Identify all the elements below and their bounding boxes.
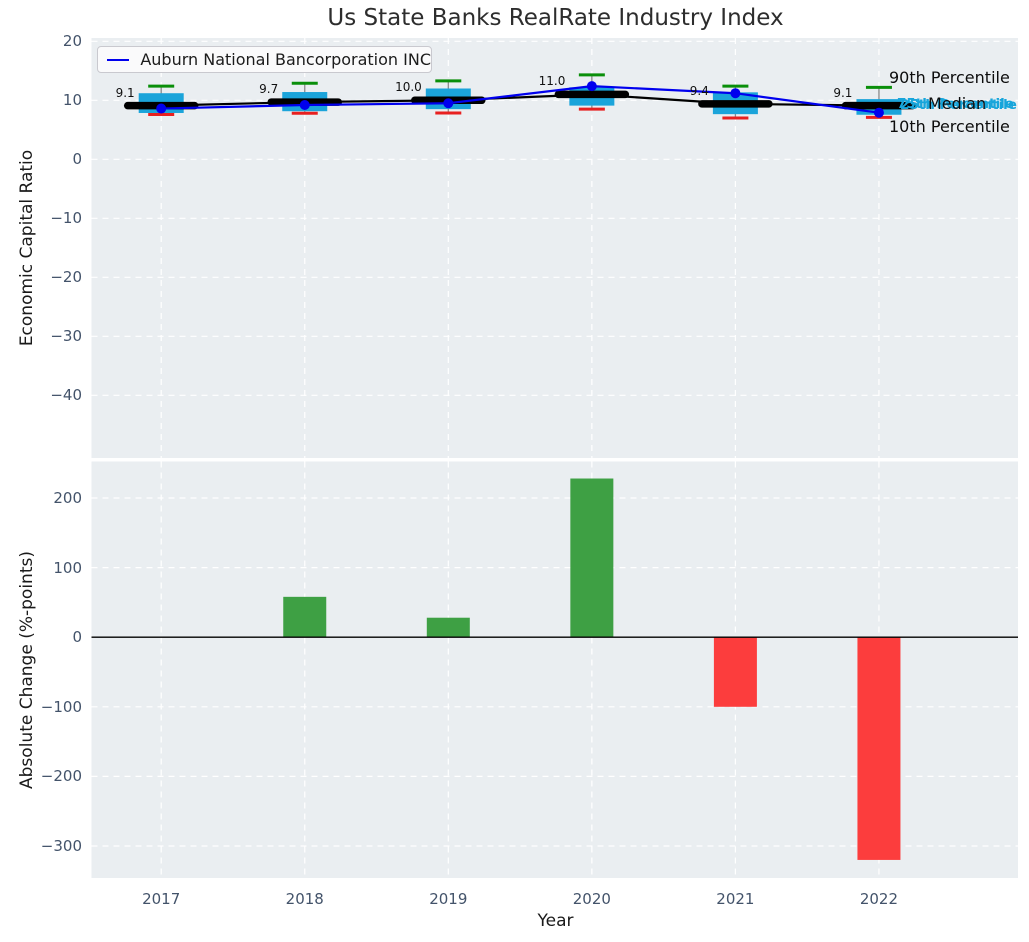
legend-label: Auburn National Bancorporation INC (140, 50, 431, 69)
label-25th-percentile: 25th Percentile (900, 97, 1017, 113)
label-90th-percentile: 90th Percentile (889, 68, 1010, 87)
bar-2018 (283, 596, 327, 638)
legend-line-sample (107, 58, 130, 61)
page-title: Us State Banks RealRate Industry Index (327, 5, 784, 31)
xtick-label: 2018 (285, 890, 324, 908)
label-75th-percentile: 75th Percentile (897, 96, 1014, 112)
bar-2021 (713, 637, 757, 707)
ytick-label-bottom: 0 (72, 628, 82, 647)
legend: Auburn National Bancorporation INC (97, 46, 432, 73)
label-10th-percentile: 10th Percentile (889, 117, 1010, 136)
median-annotation: 9.1 (115, 85, 135, 100)
xtick-label: 2022 (859, 890, 899, 908)
bar-2019 (426, 617, 470, 638)
median-annotation: 9.4 (689, 83, 709, 98)
company-marker-2018 (299, 100, 310, 111)
top-y-axis-label: Economic Capital Ratio (17, 149, 37, 347)
company-marker-2022 (873, 107, 884, 118)
company-line (161, 85, 880, 114)
median-annotation: 11.0 (538, 74, 566, 89)
ytick-label-bottom: −300 (40, 837, 82, 855)
bottom-y-axis-label: Absolute Change (%-points) (17, 551, 37, 789)
ytick-label-top: −20 (50, 268, 82, 287)
xtick-label: 2017 (142, 890, 181, 908)
company-marker-2017 (156, 103, 167, 114)
xtick-label: 2021 (716, 890, 755, 908)
xtick-label: 2020 (572, 890, 611, 908)
ytick-label-bottom: −100 (40, 697, 82, 716)
ytick-label-top: −40 (50, 386, 82, 405)
median-annotation: 9.1 (833, 85, 853, 100)
x-axis-label: Year (537, 911, 574, 931)
xtick-label: 2019 (429, 890, 468, 908)
ytick-label-bottom: 100 (53, 558, 82, 577)
ytick-label-top: 10 (62, 91, 82, 110)
company-marker-2021 (730, 88, 741, 99)
ytick-label-bottom: 200 (53, 489, 82, 507)
ytick-label-top: −10 (50, 209, 82, 228)
median-annotation: 9.7 (259, 82, 279, 97)
label-median: Median (928, 94, 987, 113)
bar-2022 (857, 637, 901, 860)
ytick-label-bottom: −200 (40, 767, 82, 786)
median-annotation: 10.0 (395, 80, 422, 95)
ytick-label-top: 20 (62, 32, 82, 51)
company-marker-2019 (443, 98, 454, 109)
ytick-label-top: 0 (72, 150, 82, 169)
bar-2020 (570, 478, 614, 638)
ytick-label-top: −30 (50, 327, 82, 346)
company-marker-2020 (586, 81, 597, 92)
